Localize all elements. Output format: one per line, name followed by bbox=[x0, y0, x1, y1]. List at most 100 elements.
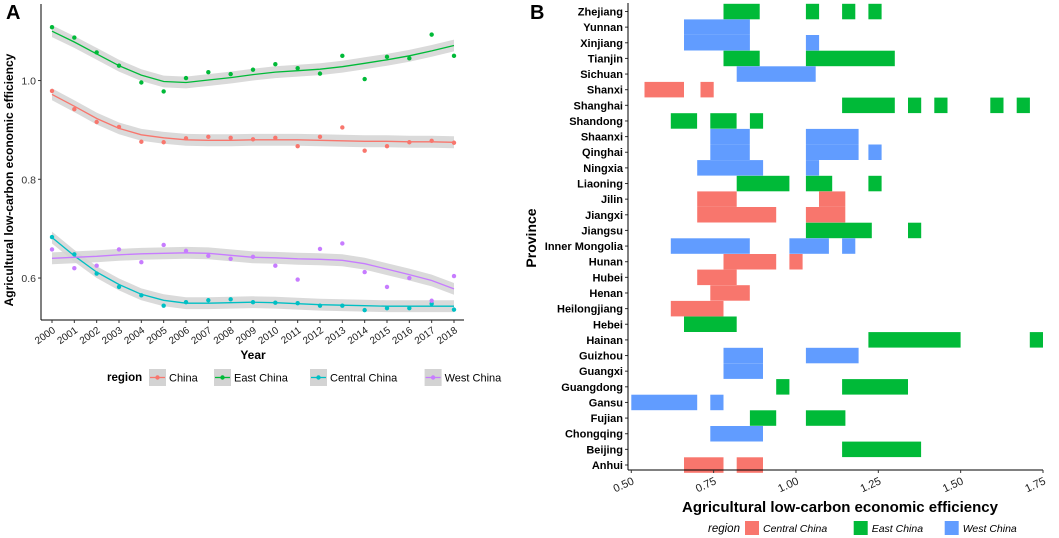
panel-b-x-tick-label: 1.25 bbox=[859, 475, 883, 495]
panel-b-y-axis-title: Province bbox=[523, 208, 539, 267]
data-point-west-china bbox=[139, 260, 144, 265]
tile-tianjin bbox=[723, 50, 760, 67]
tile-heilongjiang bbox=[670, 300, 724, 317]
panel-a-x-tick-label: 2005 bbox=[145, 325, 170, 347]
confidence-band-china bbox=[52, 88, 454, 149]
data-point-central-china bbox=[94, 271, 99, 276]
data-point-central-china bbox=[116, 284, 122, 290]
data-point-east-china bbox=[451, 53, 457, 59]
tile-qinghai bbox=[710, 144, 750, 160]
data-point-china bbox=[429, 138, 434, 143]
tile-gansu bbox=[710, 394, 724, 411]
data-point-west-china bbox=[206, 253, 211, 259]
tile-jiangsu bbox=[805, 222, 872, 239]
data-point-east-china bbox=[340, 53, 345, 59]
tile-yunnan bbox=[684, 19, 750, 35]
tile-shanghai bbox=[842, 97, 895, 114]
tile-jiangsu bbox=[908, 222, 922, 239]
tile-beijing bbox=[842, 441, 922, 458]
data-point-east-china bbox=[384, 54, 390, 60]
data-point-east-china bbox=[206, 69, 211, 75]
province-label-inner-mongolia: Inner Mongolia bbox=[545, 241, 624, 253]
data-point-west-china bbox=[72, 265, 77, 271]
data-point-west-china bbox=[273, 263, 278, 268]
province-label-guangdong: Guangdong bbox=[561, 382, 623, 394]
data-point-west-china bbox=[161, 242, 166, 248]
tile-ningxia bbox=[697, 160, 764, 176]
province-label-shanxi: Shanxi bbox=[587, 85, 623, 97]
province-label-shaanxi: Shaanxi bbox=[581, 132, 623, 144]
panel-b-legend: Central China East China West China bbox=[745, 521, 1017, 535]
data-point-china bbox=[49, 88, 55, 94]
tile-fujian bbox=[805, 410, 846, 426]
province-label-gansu: Gansu bbox=[589, 397, 623, 409]
data-point-central-china bbox=[317, 303, 323, 308]
tile-guizhou bbox=[805, 347, 859, 364]
data-point-central-china bbox=[407, 305, 412, 311]
panel-a-x-tick-label: 2000 bbox=[33, 325, 58, 347]
tile-guizhou bbox=[723, 347, 763, 364]
province-label-hebei: Hebei bbox=[593, 319, 623, 331]
province-label-shandong: Shandong bbox=[569, 116, 623, 128]
data-point-china bbox=[295, 144, 300, 149]
legend-key-point-central-china bbox=[316, 375, 321, 380]
data-point-china bbox=[317, 134, 323, 140]
tile-inner-mongolia bbox=[842, 238, 856, 254]
panel-a-x-tick-label: 2009 bbox=[234, 325, 259, 347]
data-point-central-china bbox=[295, 301, 300, 306]
tile-henan bbox=[710, 285, 750, 301]
data-point-china bbox=[206, 134, 211, 140]
panel-b-x-tick-label: 1.75 bbox=[1023, 475, 1047, 495]
tile-shandong bbox=[710, 113, 737, 129]
panel-a-x-tick-label: 2004 bbox=[123, 325, 148, 347]
data-point-east-china bbox=[273, 62, 278, 67]
panel-a-x-tick-label: 2013 bbox=[324, 325, 349, 347]
province-label-hainan: Hainan bbox=[586, 335, 623, 347]
legend-key-point-east-china bbox=[220, 375, 225, 380]
data-point-east-china bbox=[139, 80, 144, 85]
tile-hainan bbox=[1029, 332, 1043, 348]
tile-hebei bbox=[684, 316, 737, 332]
data-point-china bbox=[451, 140, 457, 145]
province-label-hubei: Hubei bbox=[592, 272, 623, 284]
data-point-china bbox=[250, 137, 256, 142]
data-point-west-china bbox=[250, 254, 256, 259]
data-point-east-china bbox=[183, 75, 189, 81]
tile-ningxia bbox=[805, 160, 820, 176]
panel-a-y-axis-title: Agricultural low-carbon economic efficie… bbox=[2, 53, 16, 306]
panel-a-x-tick-label: 2002 bbox=[78, 325, 103, 347]
panel-a-x-tick-label: 2007 bbox=[190, 325, 215, 347]
data-point-china bbox=[72, 106, 77, 112]
legend-label-central-china: Central China bbox=[330, 373, 398, 385]
tile-sichuan bbox=[736, 66, 816, 82]
tile-shanghai bbox=[934, 97, 948, 114]
tile-hunan bbox=[723, 254, 777, 270]
legend-label-china: China bbox=[169, 373, 199, 385]
tile-hainan bbox=[868, 332, 961, 348]
confidence-band-central-china bbox=[52, 231, 454, 313]
data-point-west-china bbox=[49, 247, 55, 252]
panel-b-plot: Zhejiang Yunnan Xinjiang Tianjin Sichuan Shan… bbox=[545, 3, 1048, 535]
tile-jiangxi bbox=[697, 207, 777, 223]
data-point-central-china bbox=[362, 307, 367, 313]
province-label-guizhou: Guizhou bbox=[579, 351, 623, 363]
data-point-east-china bbox=[94, 50, 99, 55]
province-label-beijing: Beijing bbox=[586, 444, 623, 456]
tile-zhejiang bbox=[805, 3, 820, 20]
province-label-heilongjiang: Heilongjiang bbox=[557, 304, 623, 316]
tile-hunan bbox=[789, 254, 803, 270]
data-point-west-china bbox=[116, 247, 122, 252]
tile-gansu bbox=[631, 394, 698, 411]
tile-shanghai bbox=[990, 97, 1004, 114]
data-point-china bbox=[384, 144, 390, 149]
legend-key-west-china bbox=[944, 521, 959, 535]
province-label-henan: Henan bbox=[589, 288, 623, 300]
legend-key-central-china bbox=[745, 521, 759, 535]
panel-a-x-tick-label: 2014 bbox=[346, 325, 371, 347]
panel-b-legend-title: region bbox=[708, 523, 740, 535]
tile-tianjin bbox=[805, 50, 895, 67]
data-point-west-china bbox=[384, 284, 390, 290]
tile-jiangxi bbox=[819, 207, 846, 223]
province-label-liaoning: Liaoning bbox=[577, 179, 623, 191]
data-point-china bbox=[183, 136, 189, 141]
